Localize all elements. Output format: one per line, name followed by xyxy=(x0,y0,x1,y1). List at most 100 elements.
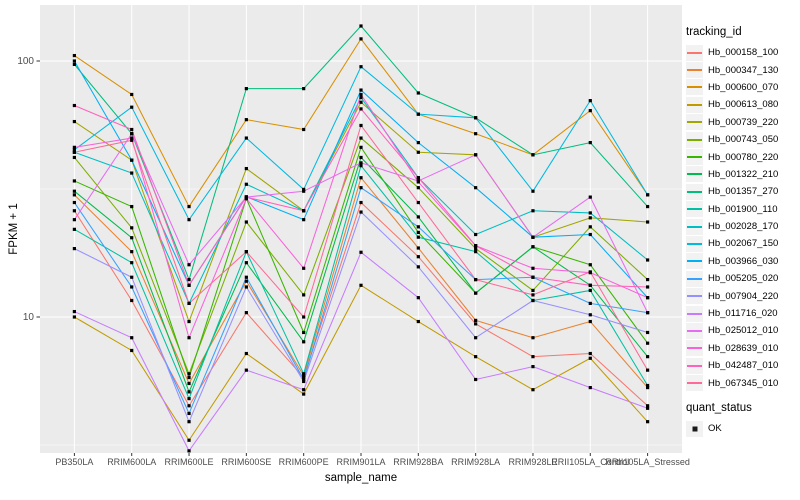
data-point-Hb_000158_100 xyxy=(72,209,76,213)
legend-item: Hb_028639_010 xyxy=(686,340,800,357)
legend-key-line xyxy=(687,103,702,106)
legend-item: Hb_001357_270 xyxy=(686,183,800,200)
data-point-Hb_001322_210 xyxy=(359,155,363,160)
legend-item: Hb_005205_020 xyxy=(686,270,800,287)
data-point-Hb_000347_130 xyxy=(646,385,650,390)
data-point-Hb_000780_220 xyxy=(588,263,592,267)
legend-item-label: Hb_007904_220 xyxy=(708,290,779,302)
data-point-Hb_000600_070 xyxy=(359,37,363,41)
legend-key-line xyxy=(687,156,702,159)
legend-key-line xyxy=(687,208,702,211)
data-point-Hb_000743_050 xyxy=(416,186,420,190)
x-tick-label-RRIM600LA: RRIM600LA xyxy=(107,457,156,467)
data-point-Hb_000780_220 xyxy=(302,330,306,335)
legend-item: Hb_001322_210 xyxy=(686,166,800,183)
data-point-Hb_000158_100 xyxy=(588,351,592,356)
data-point-Hb_007904_220 xyxy=(244,285,248,289)
data-point-Hb_000600_070 xyxy=(72,53,76,58)
data-point-Hb_000347_130 xyxy=(187,381,191,386)
legend-key-swatch xyxy=(686,322,703,339)
data-point-Hb_000613_080 xyxy=(302,392,306,396)
data-point-Hb_005205_020 xyxy=(72,200,76,205)
data-point-Hb_001900_110 xyxy=(187,397,191,401)
data-point-Hb_011716_020 xyxy=(130,336,134,340)
data-point-Hb_001357_270 xyxy=(187,277,191,282)
data-point-Hb_000347_130 xyxy=(359,176,363,180)
legend-key-line xyxy=(687,69,702,72)
data-point-Hb_001357_270 xyxy=(302,87,306,91)
legend-key-swatch xyxy=(686,183,703,200)
data-point-Hb_011716_020 xyxy=(474,377,478,382)
legend-item-label: Hb_000613_080 xyxy=(708,99,779,111)
data-point-Hb_000780_220 xyxy=(187,375,191,380)
data-point-Hb_002028_170 xyxy=(474,232,478,237)
data-point-Hb_000347_130 xyxy=(72,193,76,197)
y-tick-label-100: 100 xyxy=(17,56,34,67)
x-tick-label-RRIM928LA: RRIM928LA xyxy=(451,457,500,467)
legend-key-swatch xyxy=(686,131,703,148)
data-point-Hb_000600_070 xyxy=(130,92,134,97)
legend-title-tracking-id: tracking_id xyxy=(686,26,742,38)
data-point-Hb_067345_010 xyxy=(646,368,650,372)
data-point-Hb_000780_220 xyxy=(416,230,420,235)
data-point-Hb_042487_010 xyxy=(359,107,363,111)
data-point-Hb_000613_080 xyxy=(416,319,420,324)
data-point-Hb_000739_220 xyxy=(646,220,650,224)
data-point-Hb_000347_130 xyxy=(474,318,478,322)
data-point-Hb_000613_080 xyxy=(72,315,76,319)
data-point-Hb_007904_220 xyxy=(187,420,191,424)
data-point-Hb_005205_020 xyxy=(416,225,420,229)
legend-key-swatch xyxy=(686,340,703,357)
data-point-Hb_067345_010 xyxy=(359,123,363,128)
data-point-Hb_025012_010 xyxy=(72,218,76,222)
data-point-Hb_001322_210 xyxy=(187,390,191,394)
legend-item-label: Hb_001900_110 xyxy=(708,203,778,215)
data-point-Hb_007904_220 xyxy=(302,379,306,384)
data-point-Hb_000600_070 xyxy=(474,132,478,136)
legend-item-label: Hb_001322_210 xyxy=(708,168,779,180)
data-point-Hb_042487_010 xyxy=(416,176,420,180)
legend-item: Hb_000347_130 xyxy=(686,61,800,79)
data-point-Hb_011716_020 xyxy=(302,388,306,392)
legend-key-swatch xyxy=(686,218,703,235)
data-point-Hb_028639_010 xyxy=(416,180,420,184)
data-point-Hb_000743_050 xyxy=(588,225,592,229)
data-point-Hb_000780_220 xyxy=(72,179,76,183)
legend-key-line xyxy=(687,242,702,245)
data-point-Hb_028639_010 xyxy=(359,92,363,97)
data-point-Hb_067345_010 xyxy=(187,301,191,306)
x-tick-label-RRIM600PE: RRIM600PE xyxy=(279,457,329,467)
legend-item: Hb_000739_220 xyxy=(686,114,800,131)
data-point-Hb_000158_100 xyxy=(359,200,363,205)
data-point-Hb_000347_130 xyxy=(588,319,592,324)
legend-item: Hb_007904_220 xyxy=(686,287,800,305)
legend-item-label: Hb_000600_070 xyxy=(708,81,779,93)
legend-item-label: Hb_000347_130 xyxy=(708,64,779,76)
data-point-Hb_011716_020 xyxy=(588,385,592,390)
legend-item: Hb_000158_100 xyxy=(686,44,800,61)
data-point-Hb_067345_010 xyxy=(588,270,592,274)
legend-key-swatch xyxy=(686,201,703,218)
data-point-Hb_025012_010 xyxy=(531,235,535,239)
data-point-Hb_025012_010 xyxy=(130,132,134,136)
quant-key-swatch xyxy=(686,420,703,437)
legend-item: Hb_002028_170 xyxy=(686,218,800,235)
legend-item: Hb_003966_030 xyxy=(686,253,800,270)
data-point-Hb_001357_270 xyxy=(416,91,420,95)
data-point-Hb_000600_070 xyxy=(187,204,191,209)
data-point-Hb_011716_020 xyxy=(531,365,535,369)
legend-key-swatch xyxy=(686,253,703,270)
x-tick-label-RRIM928LE: RRIM928LE xyxy=(508,457,557,467)
data-point-Hb_002067_150 xyxy=(244,136,248,140)
data-point-Hb_000613_080 xyxy=(244,351,248,356)
data-point-Hb_005205_020 xyxy=(130,285,134,289)
legend-item: Hb_000780_220 xyxy=(686,148,800,166)
data-point-Hb_028639_010 xyxy=(302,266,306,270)
data-point-Hb_000347_130 xyxy=(302,374,306,378)
data-point-Hb_000739_220 xyxy=(72,119,76,124)
legend-item: Hb_025012_010 xyxy=(686,322,800,339)
data-point-Hb_011716_020 xyxy=(646,406,650,410)
x-tick-label-RRII105LA_Control: RRII105LA_Control xyxy=(551,457,629,467)
data-point-Hb_000739_220 xyxy=(187,319,191,324)
